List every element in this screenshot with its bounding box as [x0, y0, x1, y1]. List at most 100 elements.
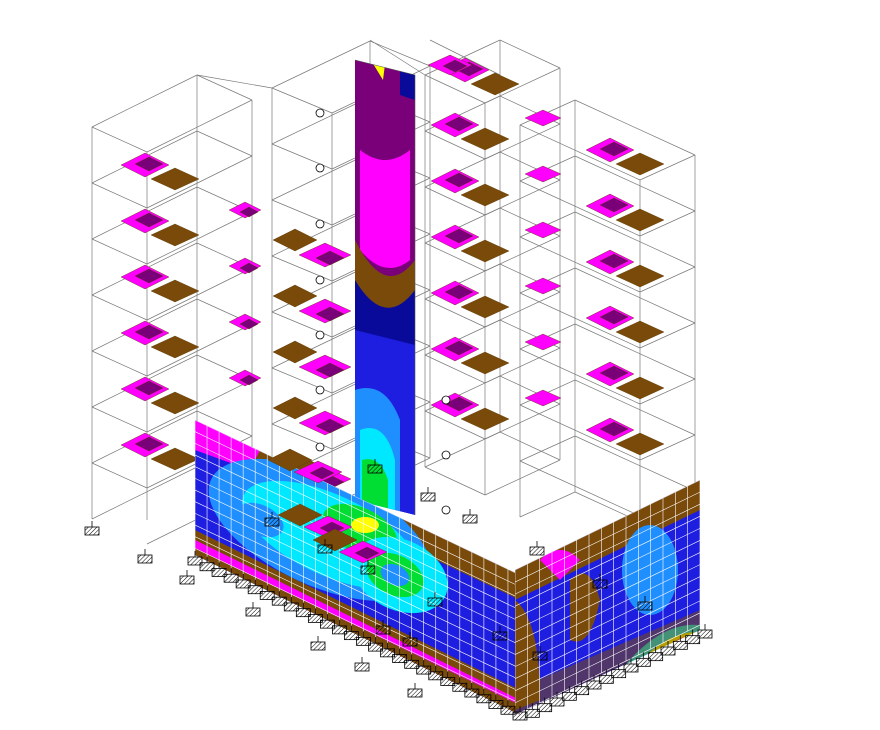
slab-patch [460, 183, 510, 207]
slab-patch [134, 436, 164, 452]
slab-patch [150, 223, 200, 247]
slab-patch [599, 309, 629, 325]
slab-patch [134, 324, 164, 340]
support-icon [488, 694, 504, 709]
support-icon [187, 551, 203, 566]
support-icon [574, 680, 590, 696]
support-icon [271, 591, 287, 606]
slab-patch [150, 167, 200, 191]
support-icon [529, 541, 545, 556]
support-icon [586, 675, 602, 690]
support-icon [356, 631, 371, 646]
slab-patch [599, 365, 629, 381]
support-icon [199, 556, 215, 572]
support-icon [524, 703, 540, 718]
support-icon [697, 624, 713, 639]
slab-patch [460, 239, 510, 263]
support-icon [283, 596, 299, 612]
node-marker-icon [441, 450, 451, 460]
support-icon [416, 660, 432, 675]
slab-patch [460, 127, 510, 151]
slab-patch [444, 116, 474, 132]
support-icon [637, 596, 653, 611]
core-wall [354, 59, 416, 515]
slab-patch [615, 432, 665, 456]
floor-slab-contours [120, 54, 665, 492]
slab-patch [150, 279, 200, 303]
support-icon [428, 665, 444, 681]
support-icon [360, 560, 376, 575]
support-icon [561, 686, 577, 701]
slab-patch [615, 152, 665, 176]
slab-patch [239, 206, 259, 218]
support-icon [492, 626, 508, 641]
support-icon [635, 652, 651, 667]
node-marker-icon [315, 330, 325, 340]
slab-patch [150, 447, 200, 471]
support-icon [532, 646, 548, 661]
slab-patch [134, 212, 164, 228]
slab-patch [615, 264, 665, 288]
slab-patch [460, 351, 510, 375]
supports [84, 459, 713, 721]
support-icon [427, 592, 443, 607]
slab-patch [134, 380, 164, 396]
slab-patch [599, 197, 629, 213]
support-icon [462, 509, 478, 524]
slab-patch [444, 172, 474, 188]
slab-patch [272, 228, 318, 252]
slab-patch [524, 165, 562, 183]
slab-patch [272, 340, 318, 364]
support-icon [344, 625, 359, 641]
support-icon [367, 459, 383, 474]
support-icon [440, 671, 456, 686]
node-markers [315, 108, 451, 515]
slab-patch [460, 407, 510, 431]
slab-patch [524, 109, 562, 127]
node-marker-icon [315, 163, 325, 173]
slab-patch [134, 156, 164, 172]
slab-patch [150, 335, 200, 359]
support-icon [402, 632, 418, 647]
support-icon [380, 642, 395, 658]
slab-patch [615, 208, 665, 232]
node-marker-icon [315, 442, 325, 452]
slab-patch [272, 396, 318, 420]
slab-patch [444, 228, 474, 244]
support-icon [332, 619, 347, 635]
slab-patch [267, 448, 313, 472]
support-icon [317, 539, 333, 554]
support-icon [500, 700, 516, 715]
node-marker-icon [315, 385, 325, 395]
slab-patch [272, 284, 318, 308]
slab-patch [309, 466, 335, 480]
support-icon [549, 692, 565, 707]
slab-patch [444, 284, 474, 300]
node-marker-icon [315, 275, 325, 285]
node-marker-icon [315, 108, 325, 118]
slab-patch [444, 396, 474, 412]
support-icon [375, 620, 391, 635]
support-icon [368, 637, 383, 652]
slab-patch [615, 320, 665, 344]
support-icon [235, 573, 251, 589]
support-icon [137, 549, 153, 564]
support-icon [537, 697, 553, 713]
support-icon [407, 683, 423, 698]
support-icon [685, 629, 701, 645]
support-icon [307, 608, 323, 623]
slab-patch [239, 374, 259, 386]
support-icon [598, 669, 614, 684]
slab-patch [524, 221, 562, 239]
slab-patch [315, 250, 345, 266]
slab-patch [524, 389, 562, 407]
slab-patch [524, 277, 562, 295]
support-icon [211, 562, 227, 577]
slab-patch [599, 253, 629, 269]
slab-patch [134, 268, 164, 284]
support-icon [404, 654, 420, 669]
slab-patch [150, 391, 200, 415]
slab-patch [277, 503, 323, 527]
slab-patch [354, 546, 380, 560]
